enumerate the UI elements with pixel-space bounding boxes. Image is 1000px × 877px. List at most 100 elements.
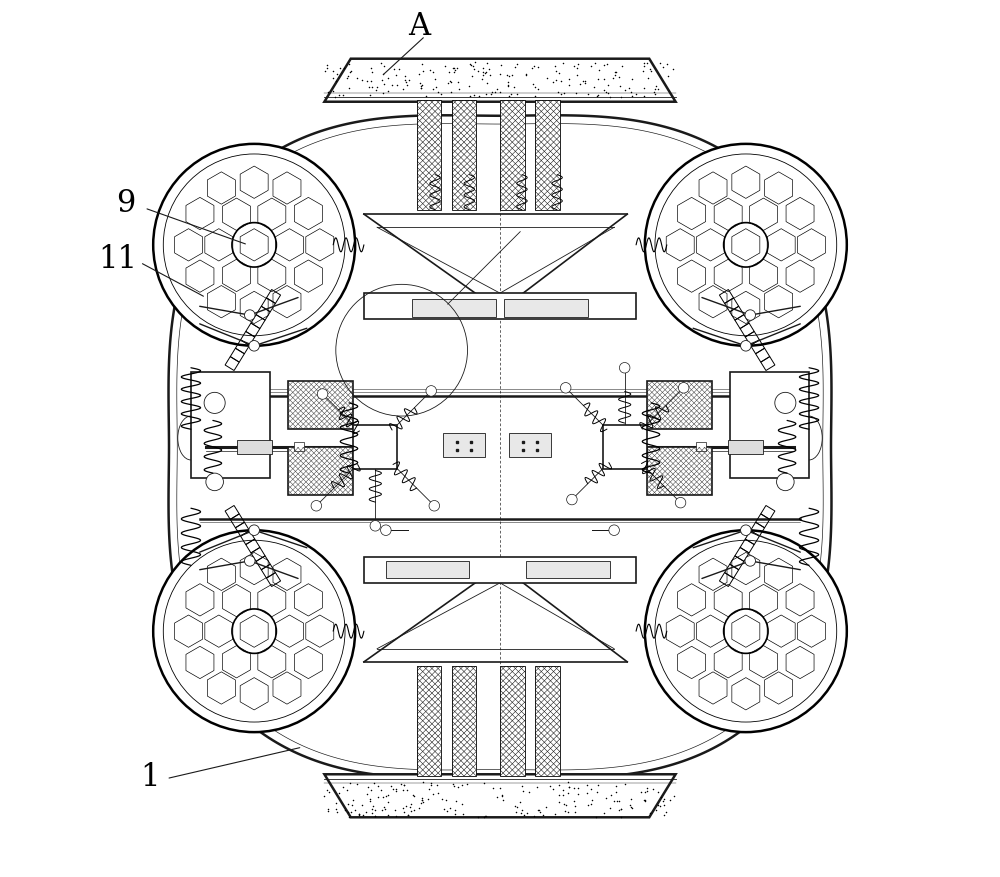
Point [637, 785, 653, 799]
Text: 9: 9 [116, 189, 136, 219]
Point [437, 60, 453, 74]
Point [413, 796, 429, 810]
Point [413, 82, 429, 96]
Bar [647, 381, 712, 430]
Point [623, 801, 639, 815]
Point [479, 57, 495, 71]
Point [539, 72, 555, 86]
Point [609, 794, 625, 808]
Bar [288, 381, 353, 430]
Point [375, 789, 391, 803]
Point [370, 779, 386, 793]
Point [387, 802, 403, 816]
Point [605, 72, 621, 86]
Point [518, 69, 534, 83]
Point [648, 80, 664, 94]
Point [354, 798, 370, 812]
Bar [417, 101, 441, 210]
Point [475, 67, 491, 81]
Point [377, 802, 393, 816]
Point [317, 65, 333, 79]
Point [449, 61, 465, 75]
Point [376, 78, 392, 92]
Point [489, 790, 505, 804]
Point [556, 87, 572, 101]
Point [570, 58, 586, 72]
Point [319, 62, 335, 76]
Point [360, 780, 376, 794]
Point [551, 68, 567, 82]
Bar [364, 294, 636, 320]
Point [639, 56, 655, 70]
Point [325, 65, 341, 79]
Point [421, 782, 437, 796]
Point [555, 788, 571, 802]
Point [614, 60, 630, 74]
Point [509, 58, 525, 72]
Point [445, 62, 461, 76]
Point [388, 69, 404, 83]
Point [569, 68, 585, 82]
Point [566, 60, 582, 74]
Point [438, 794, 454, 808]
Bar [417, 667, 441, 776]
Point [655, 61, 671, 75]
Bar [535, 101, 560, 210]
Point [577, 75, 593, 89]
Point [645, 782, 661, 796]
Point [492, 86, 508, 100]
Point [414, 793, 430, 807]
Circle shape [619, 363, 630, 374]
Point [391, 62, 407, 76]
Point [586, 81, 602, 95]
Point [359, 75, 375, 89]
Point [347, 803, 363, 817]
Point [639, 785, 655, 799]
Point [329, 805, 345, 819]
Point [567, 799, 583, 813]
Point [623, 86, 639, 100]
Point [547, 807, 563, 821]
Bar [504, 300, 588, 317]
Circle shape [311, 501, 322, 511]
Point [570, 787, 586, 801]
Point [611, 802, 627, 816]
Point [363, 782, 379, 796]
Point [328, 802, 344, 816]
Point [613, 810, 629, 824]
Point [359, 788, 375, 802]
Point [400, 809, 416, 823]
Point [470, 810, 486, 824]
Point [430, 85, 446, 99]
Point [443, 75, 459, 89]
Point [389, 79, 405, 93]
Point [351, 808, 367, 822]
Point [577, 77, 593, 91]
Point [587, 57, 603, 71]
Bar [364, 557, 636, 583]
Point [351, 807, 367, 821]
Point [447, 803, 463, 817]
Point [414, 79, 430, 93]
Text: A: A [408, 11, 430, 42]
Point [447, 808, 463, 822]
Point [414, 793, 430, 807]
Text: 1: 1 [140, 761, 160, 792]
Point [584, 793, 600, 807]
Point [607, 66, 623, 80]
Circle shape [777, 474, 794, 491]
Point [650, 798, 666, 812]
Circle shape [429, 501, 440, 511]
Point [340, 70, 356, 84]
Point [479, 77, 495, 91]
Point [423, 776, 439, 790]
Point [427, 73, 443, 87]
Point [524, 62, 540, 76]
Point [623, 793, 639, 807]
Point [439, 804, 455, 818]
Point [500, 75, 516, 89]
Point [464, 70, 480, 84]
Point [370, 790, 386, 804]
Point [636, 82, 652, 96]
Point [579, 778, 595, 792]
